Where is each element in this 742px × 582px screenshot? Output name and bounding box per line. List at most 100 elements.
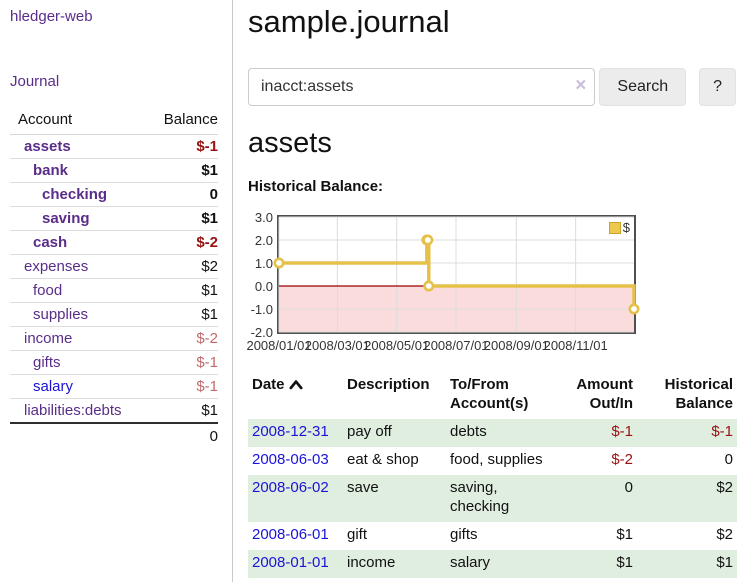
account-link[interactable]: checking xyxy=(42,186,108,203)
accounts-table: Account Balance assets $-1 bank $1 check… xyxy=(10,108,218,448)
transaction-historical-balance: 0 xyxy=(724,451,733,468)
account-row: assets $-1 xyxy=(10,134,218,159)
account-row: cash $-2 xyxy=(10,230,218,255)
column-date[interactable]: Date xyxy=(248,373,343,419)
transaction-amount: $-2 xyxy=(611,451,633,468)
account-balance: $-1 xyxy=(149,374,218,399)
search-button[interactable]: Search xyxy=(599,68,687,106)
x-axis-tick-label: 2008/11/01 xyxy=(543,338,608,353)
account-link[interactable]: gifts xyxy=(33,354,61,371)
y-axis-tick-label: 3.0 xyxy=(254,210,273,225)
y-axis-tick-label: 1.0 xyxy=(254,256,273,271)
search-form: × Search ? xyxy=(248,68,736,106)
legend-swatch-icon xyxy=(608,221,621,234)
account-link[interactable]: liabilities:debts xyxy=(24,402,122,419)
column-historical: Historical Balance xyxy=(664,376,733,412)
x-axis-tick-label: 2008/05/01 xyxy=(364,338,430,353)
transaction-historical-balance: $-1 xyxy=(711,423,733,440)
account-link[interactable]: expenses xyxy=(24,258,89,275)
transaction-amount: 0 xyxy=(624,479,633,496)
account-row: gifts $-1 xyxy=(10,350,218,375)
transaction-amount: $-1 xyxy=(611,423,633,440)
account-link[interactable]: cash xyxy=(33,234,68,251)
account-link[interactable]: saving xyxy=(42,210,90,227)
accounts-total-row: 0 xyxy=(10,422,218,448)
app-title-link[interactable]: hledger-web xyxy=(10,8,93,25)
transaction-historical-balance: $2 xyxy=(716,479,733,496)
account-balance: $1 xyxy=(149,398,218,424)
y-axis-tick-label: 0.0 xyxy=(254,279,273,294)
account-balance: $1 xyxy=(149,302,218,327)
account-balance: $1 xyxy=(149,158,218,183)
account-balance: 0 xyxy=(149,182,218,207)
transaction-row: 2008-12-31 pay off debts $-1 $-1 xyxy=(248,419,737,447)
sort-ascending-icon xyxy=(288,380,303,390)
account-balance: $-1 xyxy=(149,134,218,159)
transaction-accounts: salary xyxy=(450,554,491,571)
transaction-accounts: gifts xyxy=(450,526,478,543)
y-axis-tick-label: 2.0 xyxy=(254,233,273,248)
account-row: supplies $1 xyxy=(10,302,218,327)
transaction-date-link[interactable]: 2008-06-02 xyxy=(252,479,329,496)
main-content: sample.journal × Search ? assets Histori… xyxy=(234,0,742,578)
y-axis-tick-label: -2.0 xyxy=(250,325,273,340)
account-row: food $1 xyxy=(10,278,218,303)
legend-label: $ xyxy=(622,220,630,235)
transaction-row: 2008-06-03 eat & shop food, supplies $-2… xyxy=(248,447,737,475)
account-row: saving $1 xyxy=(10,206,218,231)
transaction-accounts: food, supplies xyxy=(450,451,543,468)
account-balance: $-1 xyxy=(149,350,218,375)
transactions-header-row: Date Description To/From Account(s) Amou… xyxy=(248,373,737,419)
account-row: salary $-1 xyxy=(10,374,218,399)
transaction-description: eat & shop xyxy=(347,451,419,468)
help-button[interactable]: ? xyxy=(699,68,736,106)
account-link[interactable]: food xyxy=(33,282,63,299)
account-balance: $1 xyxy=(149,206,218,231)
transaction-date-link[interactable]: 2008-06-03 xyxy=(252,451,329,468)
y-axis-tick-label: -1.0 xyxy=(250,302,273,317)
transaction-accounts: debts xyxy=(450,423,487,440)
sidebar: hledger-web Journal Account Balance asse… xyxy=(0,0,233,582)
transaction-row: 2008-06-01 gift gifts $1 $2 xyxy=(248,522,737,550)
transaction-amount: $1 xyxy=(616,554,633,571)
chart-title: Historical Balance: xyxy=(248,178,384,195)
transaction-historical-balance: $2 xyxy=(716,526,733,543)
transaction-accounts: saving, checking xyxy=(450,479,510,515)
transaction-row: 2008-01-01 income salary $1 $1 xyxy=(248,550,737,578)
x-axis-tick-label: 2008/03/01 xyxy=(304,338,370,353)
account-balance: $-2 xyxy=(149,326,218,351)
sidebar-item-journal[interactable]: Journal xyxy=(10,73,60,90)
transaction-description: gift xyxy=(347,526,368,543)
transaction-description: pay off xyxy=(347,423,392,440)
transaction-historical-balance: $1 xyxy=(716,554,733,571)
account-balance: $-2 xyxy=(149,230,218,255)
account-row: liabilities:debts $1 xyxy=(10,398,218,424)
account-row: expenses $2 xyxy=(10,254,218,279)
search-input[interactable] xyxy=(248,68,596,106)
accounts-total-spacer xyxy=(10,422,150,448)
account-link[interactable]: assets xyxy=(24,138,71,155)
account-link[interactable]: salary xyxy=(33,378,74,395)
account-link[interactable]: bank xyxy=(33,162,69,179)
chart-plot-area: $ xyxy=(273,215,640,334)
account-row: income $-2 xyxy=(10,326,218,351)
transaction-description: save xyxy=(347,479,379,496)
historical-balance-chart: $ 3.0 2.0 1.0 0.0 -1.0 -2.0 2008/01/01 2008/03/… xyxy=(246,211,736,357)
transaction-description: income xyxy=(347,554,396,571)
accounts-column-account: Account xyxy=(10,108,150,135)
transactions-table: Date Description To/From Account(s) Amou… xyxy=(248,373,737,578)
account-row: bank $1 xyxy=(10,158,218,183)
transaction-date-link[interactable]: 2008-12-31 xyxy=(252,423,329,440)
transaction-row: 2008-06-02 save saving, checking 0 $2 xyxy=(248,475,737,522)
transaction-amount: $1 xyxy=(616,526,633,543)
account-heading: assets xyxy=(248,127,332,159)
x-axis-tick-label: 2008/07/01 xyxy=(423,338,489,353)
account-balance: $1 xyxy=(149,278,218,303)
transaction-date-link[interactable]: 2008-01-01 xyxy=(252,554,329,571)
column-amount: Amount Out/In xyxy=(576,376,633,412)
accounts-total-value: 0 xyxy=(149,422,218,448)
account-link[interactable]: income xyxy=(24,330,73,347)
account-link[interactable]: supplies xyxy=(33,306,89,323)
transaction-date-link[interactable]: 2008-06-01 xyxy=(252,526,329,543)
clear-search-icon[interactable]: × xyxy=(575,75,587,96)
